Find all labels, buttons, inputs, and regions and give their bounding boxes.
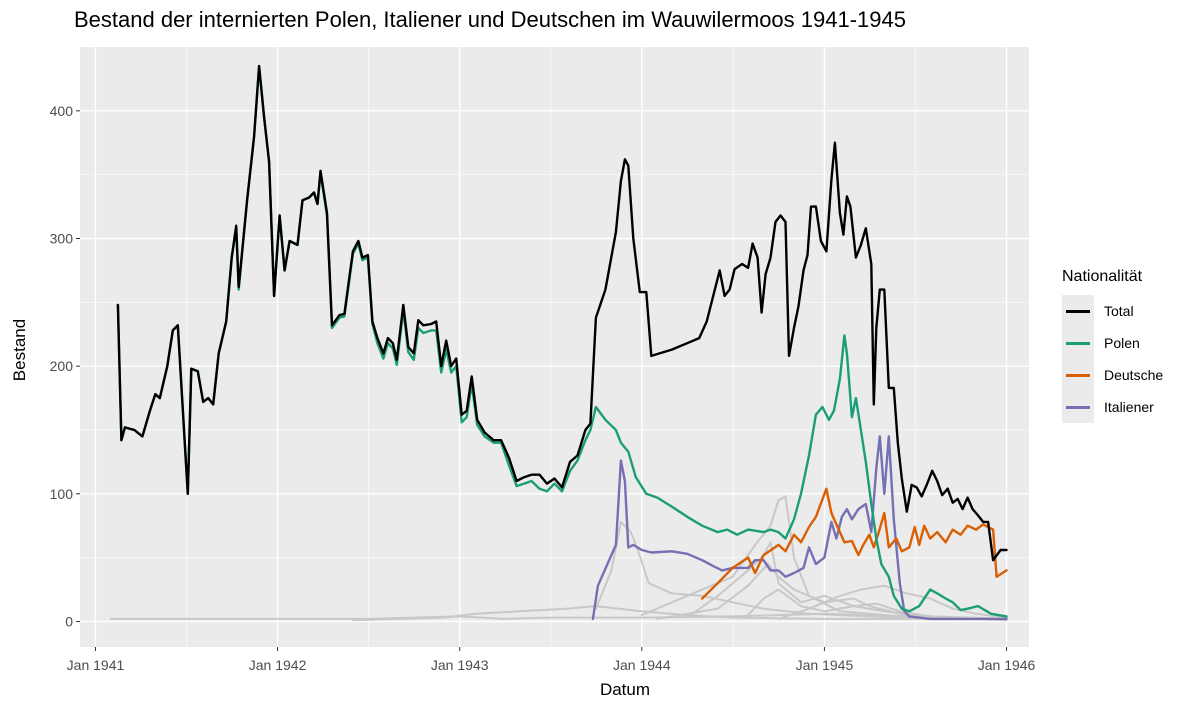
y-tick-label: 400 (50, 103, 74, 119)
y-tick-label: 200 (50, 358, 74, 374)
series-line-other (747, 588, 1008, 620)
series-line-italiener (591, 435, 1008, 621)
series-line-other (640, 495, 1008, 620)
legend-item-total: Total (1062, 295, 1163, 327)
y-tick-label: 0 (65, 613, 73, 629)
y-tick-label: 300 (50, 230, 74, 246)
axis-layer: 0 100 200 300 400 Jan 1941 Jan 1942 Jan 1943 Jan… (50, 103, 1036, 673)
legend-item-polen: Polen (1062, 327, 1163, 359)
x-tick-label: Jan 1941 (67, 657, 125, 673)
series-line-deutsche (701, 487, 1008, 600)
x-tick-label: Jan 1943 (431, 657, 489, 673)
series-layer (109, 64, 1008, 622)
y-axis-title: Bestand (10, 318, 29, 382)
x-axis-title: Datum (599, 680, 651, 699)
x-tick-label: Jan 1944 (613, 657, 671, 673)
x-tick-label: Jan 1946 (978, 657, 1036, 673)
x-tick-label: Jan 1945 (796, 657, 854, 673)
legend: Nationalität Total Polen Deutsche Italie… (1062, 268, 1163, 423)
legend-label: Italiener (1104, 399, 1154, 415)
legend-item-deutsche: Deutsche (1062, 359, 1163, 391)
legend-key (1062, 295, 1094, 327)
legend-key (1062, 391, 1094, 423)
grid-major (80, 47, 1029, 647)
plot-panel (80, 47, 1029, 647)
series-line-other (594, 520, 1008, 620)
legend-label: Polen (1104, 335, 1140, 351)
legend-key (1062, 327, 1094, 359)
grid-minor (80, 47, 1029, 647)
legend-label: Deutsche (1104, 367, 1164, 383)
series-line-other (777, 584, 1008, 620)
legend-title: Nationalität (1062, 268, 1143, 285)
x-tick-label: Jan 1942 (249, 657, 307, 673)
legend-item-italiener: Italiener (1062, 391, 1163, 423)
series-line-total (116, 64, 1008, 562)
legend-label: Total (1104, 303, 1134, 319)
y-tick-label: 100 (50, 486, 74, 502)
legend-key (1062, 359, 1094, 391)
chart-title: Bestand der internierten Polen, Italiene… (74, 7, 906, 32)
